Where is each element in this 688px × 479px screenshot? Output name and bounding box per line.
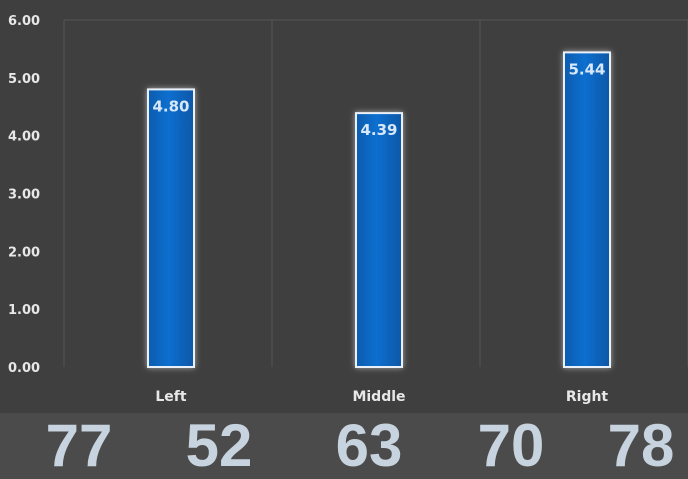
y-tick-label: 0.00	[8, 361, 40, 376]
y-tick-label: 2.00	[8, 245, 40, 260]
category-label-left: Left	[155, 389, 187, 405]
bar-chart: 0.00 1.00 2.00 3.00 4.00 5.00 6.00 4.80 Left 4.39…	[8, 14, 688, 405]
bar-right	[563, 51, 611, 369]
footer-number-2: 52	[185, 412, 253, 479]
category-label-right: Right	[566, 389, 609, 405]
y-tick-label: 5.00	[8, 72, 40, 87]
category-label-middle: Middle	[352, 389, 405, 405]
bar-left	[147, 88, 195, 369]
footer-number-3: 63	[335, 412, 403, 479]
chart-area: 0.00 1.00 2.00 3.00 4.00 5.00 6.00 4.80 Left 4.39…	[8, 14, 688, 405]
footer-number-5: 78	[607, 412, 675, 479]
data-label-right: 5.44	[568, 60, 605, 78]
data-label-middle: 4.39	[360, 121, 397, 139]
data-label-left: 4.80	[152, 97, 189, 115]
footer-number-1: 77	[45, 412, 113, 479]
footer-strip: 77 52 63 70 78	[0, 413, 688, 479]
bar-middle	[355, 112, 403, 368]
y-tick-label: 6.00	[8, 14, 40, 29]
y-tick-label: 4.00	[8, 130, 40, 145]
y-tick-label: 1.00	[8, 303, 40, 318]
y-tick-label: 3.00	[8, 188, 40, 203]
footer-number-4: 70	[477, 412, 545, 479]
